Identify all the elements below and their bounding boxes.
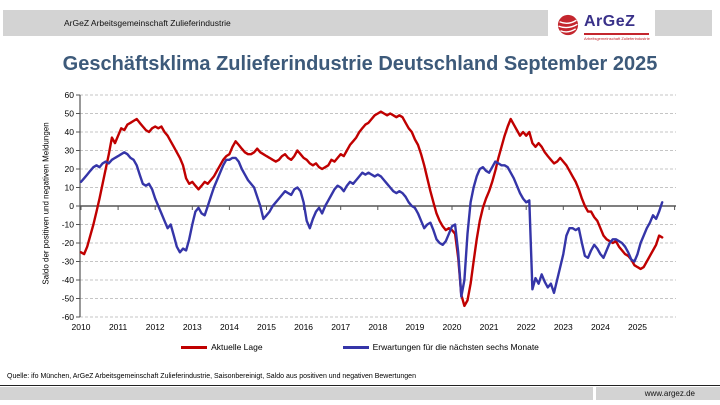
argez-logo: ArGeZ Arbeitsgemeinschaft Zulieferindust… — [548, 7, 655, 43]
series-line-erwartungen-f-r-die-n-chsten-sechs-monate — [79, 151, 664, 298]
y-tick-label: -30 — [62, 257, 75, 267]
y-tick-label: 30 — [65, 146, 75, 156]
x-tick-label: 2021 — [480, 322, 499, 332]
source-note: Quelle: ifo München, ArGeZ Arbeitsgemein… — [7, 373, 416, 380]
legend-label-erwartungen: Erwartungen für die nächsten sechs Monat… — [372, 342, 539, 352]
x-tick-label: 2023 — [554, 322, 573, 332]
x-tick-label: 2017 — [331, 322, 350, 332]
legend-swatch-blue-line — [342, 345, 369, 349]
x-tick-label: 2025 — [628, 322, 647, 332]
bottom-bar: www.argez.de — [0, 387, 720, 400]
legend-label-aktuelle-lage: Aktuelle Lage — [211, 342, 263, 352]
top-bar-title: ArGeZ Arbeitsgemeinschaft Zulieferindust… — [64, 18, 231, 28]
legend: Aktuelle Lage Erwartungen für die nächst… — [0, 342, 720, 352]
y-tick-label: -50 — [62, 294, 75, 304]
x-tick-label: 2012 — [146, 322, 165, 332]
bottom-bar-gap — [593, 387, 596, 400]
y-tick-label: -40 — [62, 275, 75, 285]
y-tick-label: 0 — [69, 201, 74, 211]
y-tick-label: 40 — [65, 127, 75, 137]
y-tick-label: -10 — [62, 220, 75, 230]
y-axis-title: Saldo der positiven und negativen Meldun… — [41, 122, 51, 285]
y-tick-label: 60 — [65, 90, 75, 100]
x-tick-label: 2019 — [405, 322, 424, 332]
legend-item-aktuelle-lage: Aktuelle Lage — [181, 342, 263, 352]
x-tick-label: 2020 — [443, 322, 462, 332]
globe-icon — [557, 14, 579, 36]
x-tick-label: 2024 — [591, 322, 610, 332]
x-tick-label: 2010 — [72, 322, 91, 332]
x-tick-label: 2013 — [183, 322, 202, 332]
series-line-aktuelle-lage — [79, 110, 664, 308]
legend-swatch-red-line — [181, 345, 208, 349]
logo-wordmark: ArGeZ — [584, 13, 636, 30]
y-tick-label: 20 — [65, 164, 75, 174]
x-tick-label: 2016 — [294, 322, 313, 332]
x-tick-label: 2022 — [517, 322, 536, 332]
y-tick-label: -20 — [62, 238, 75, 248]
logo-underline — [584, 33, 649, 35]
x-tick-label: 2011 — [109, 322, 128, 332]
y-tick-label: -60 — [62, 312, 75, 322]
x-tick-label: 2014 — [220, 322, 239, 332]
y-tick-label: 50 — [65, 109, 75, 119]
legend-item-erwartungen: Erwartungen für die nächsten sechs Monat… — [342, 342, 539, 352]
footer-divider — [0, 385, 720, 386]
page-title: Geschäftsklima Zulieferindustrie Deutsch… — [62, 53, 658, 75]
y-tick-label: 10 — [65, 183, 75, 193]
website-url: www.argez.de — [644, 389, 695, 398]
x-tick-label: 2018 — [368, 322, 387, 332]
logo-subtitle: Arbeitsgemeinschaft Zulieferindustrie — [584, 36, 650, 41]
x-tick-label: 2015 — [257, 322, 276, 332]
